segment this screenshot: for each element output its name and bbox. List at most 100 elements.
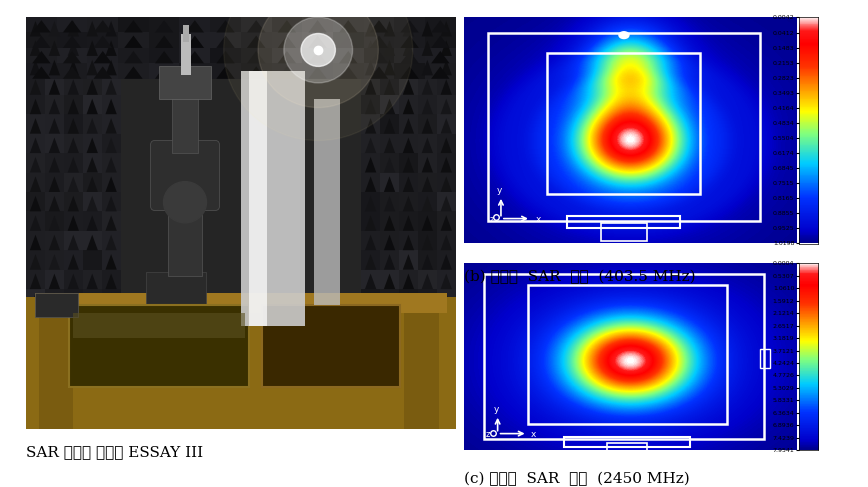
- Bar: [180, 63, 210, 79]
- Polygon shape: [49, 99, 60, 114]
- Polygon shape: [441, 351, 452, 367]
- Bar: [548, 53, 700, 194]
- Polygon shape: [68, 60, 79, 75]
- Bar: [102, 75, 121, 95]
- Polygon shape: [68, 215, 79, 231]
- Bar: [418, 192, 437, 211]
- Bar: [64, 347, 82, 367]
- Bar: [380, 153, 399, 172]
- Polygon shape: [247, 66, 266, 79]
- Bar: [364, 63, 394, 79]
- Bar: [399, 133, 418, 153]
- Bar: [35, 293, 77, 318]
- Polygon shape: [247, 20, 266, 33]
- Bar: [437, 153, 456, 172]
- Bar: [380, 95, 399, 114]
- Polygon shape: [68, 196, 79, 211]
- Bar: [180, 33, 210, 48]
- FancyBboxPatch shape: [151, 140, 220, 210]
- Bar: [361, 75, 380, 95]
- Bar: [26, 250, 45, 270]
- Bar: [394, 63, 425, 79]
- Polygon shape: [247, 51, 266, 63]
- Polygon shape: [30, 274, 41, 289]
- Polygon shape: [68, 118, 79, 133]
- Bar: [118, 63, 148, 79]
- Bar: [437, 211, 456, 231]
- Polygon shape: [105, 254, 117, 270]
- Polygon shape: [68, 235, 79, 250]
- Polygon shape: [403, 137, 414, 153]
- Bar: [437, 17, 456, 37]
- Bar: [26, 328, 45, 347]
- Bar: [608, 443, 648, 462]
- Bar: [418, 309, 437, 328]
- Bar: [437, 114, 456, 133]
- Bar: [64, 231, 82, 250]
- Polygon shape: [30, 254, 41, 270]
- Polygon shape: [49, 60, 60, 75]
- Bar: [333, 63, 364, 79]
- Bar: [361, 17, 380, 37]
- Bar: [102, 56, 121, 75]
- Polygon shape: [365, 313, 377, 328]
- Polygon shape: [105, 332, 117, 347]
- Polygon shape: [422, 332, 433, 347]
- Polygon shape: [49, 215, 60, 231]
- Bar: [361, 211, 380, 231]
- Polygon shape: [308, 51, 326, 63]
- Text: x: x: [531, 430, 536, 439]
- Bar: [69, 305, 249, 388]
- Polygon shape: [431, 51, 450, 63]
- Polygon shape: [365, 274, 377, 289]
- Polygon shape: [105, 60, 117, 75]
- Bar: [425, 48, 456, 63]
- Polygon shape: [124, 20, 142, 33]
- Bar: [56, 17, 88, 33]
- Text: x: x: [536, 215, 542, 224]
- Bar: [418, 270, 437, 289]
- Polygon shape: [308, 66, 326, 79]
- Polygon shape: [403, 99, 414, 114]
- Polygon shape: [384, 79, 395, 95]
- Bar: [26, 289, 45, 309]
- Circle shape: [284, 17, 352, 83]
- Polygon shape: [370, 66, 388, 79]
- Polygon shape: [365, 157, 377, 172]
- Bar: [418, 114, 437, 133]
- Bar: [418, 133, 437, 153]
- Polygon shape: [422, 118, 433, 133]
- Bar: [437, 75, 456, 95]
- Bar: [399, 56, 418, 75]
- Bar: [302, 63, 333, 79]
- Bar: [64, 95, 82, 114]
- Polygon shape: [422, 274, 433, 289]
- Polygon shape: [384, 60, 395, 75]
- Bar: [437, 37, 456, 56]
- Bar: [760, 349, 770, 368]
- Polygon shape: [186, 20, 204, 33]
- Bar: [64, 270, 82, 289]
- Polygon shape: [105, 196, 117, 211]
- Polygon shape: [441, 176, 452, 192]
- Bar: [82, 75, 102, 95]
- Polygon shape: [32, 51, 50, 63]
- Polygon shape: [370, 51, 388, 63]
- Bar: [361, 347, 380, 367]
- Bar: [399, 192, 418, 211]
- Bar: [437, 270, 456, 289]
- Bar: [82, 250, 102, 270]
- Bar: [181, 34, 192, 75]
- Bar: [437, 95, 456, 114]
- Bar: [399, 211, 418, 231]
- Polygon shape: [87, 254, 98, 270]
- Bar: [210, 63, 241, 79]
- Bar: [564, 437, 690, 447]
- Polygon shape: [68, 157, 79, 172]
- Bar: [26, 270, 45, 289]
- Bar: [56, 33, 88, 48]
- Circle shape: [301, 34, 335, 66]
- Polygon shape: [365, 293, 377, 309]
- Polygon shape: [422, 235, 433, 250]
- Bar: [361, 250, 380, 270]
